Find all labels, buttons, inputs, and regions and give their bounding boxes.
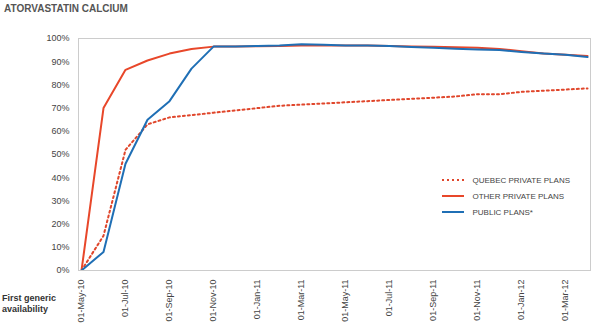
svg-text:50%: 50%	[51, 149, 69, 159]
html-text:QUEBEC PRIVATE PLANS: QUEBEC PRIVATE PLANS	[472, 175, 570, 185]
svg-text:01-May-10: 01-May-10	[76, 280, 86, 323]
svg-text:01-Nov-11: 01-Nov-11	[472, 280, 482, 321]
svg-text:01-Jan-12: 01-Jan-12	[516, 280, 526, 321]
svg-text:90%: 90%	[51, 57, 69, 67]
svg-text:01-Mar-11: 01-Mar-11	[296, 280, 306, 321]
svg-text:70%: 70%	[51, 103, 69, 113]
svg-text:01-Jul-11: 01-Jul-11	[384, 280, 394, 317]
html-text:PUBLIC PLANS*: PUBLIC PLANS*	[472, 207, 533, 217]
svg-text:01-Jul-10: 01-Jul-10	[120, 280, 130, 318]
html-text:ATORVASTATIN CALCIUM: ATORVASTATIN CALCIUM	[4, 3, 128, 14]
svg-text:60%: 60%	[51, 126, 69, 136]
svg-text:01-Mar-12: 01-Mar-12	[560, 280, 570, 322]
svg-text:80%: 80%	[51, 80, 69, 90]
svg-text:01-May-11: 01-May-11	[340, 280, 350, 322]
svg-text:01-Jan-11: 01-Jan-11	[252, 280, 262, 320]
svg-text:01-Sep-11: 01-Sep-11	[428, 280, 438, 321]
svg-text:40%: 40%	[51, 173, 69, 183]
svg-text:100%: 100%	[46, 33, 69, 43]
svg-text:10%: 10%	[51, 242, 69, 252]
svg-text:0%: 0%	[56, 265, 69, 275]
svg-text:01-Nov-10: 01-Nov-10	[208, 280, 218, 322]
svg-text:20%: 20%	[51, 219, 69, 229]
html-text:OTHER PRIVATE PLANS: OTHER PRIVATE PLANS	[472, 191, 565, 201]
html-text:First generic availability: First generic availability	[2, 293, 56, 314]
svg-text:01-Sep-10: 01-Sep-10	[164, 280, 174, 322]
svg-text:30%: 30%	[51, 196, 69, 206]
